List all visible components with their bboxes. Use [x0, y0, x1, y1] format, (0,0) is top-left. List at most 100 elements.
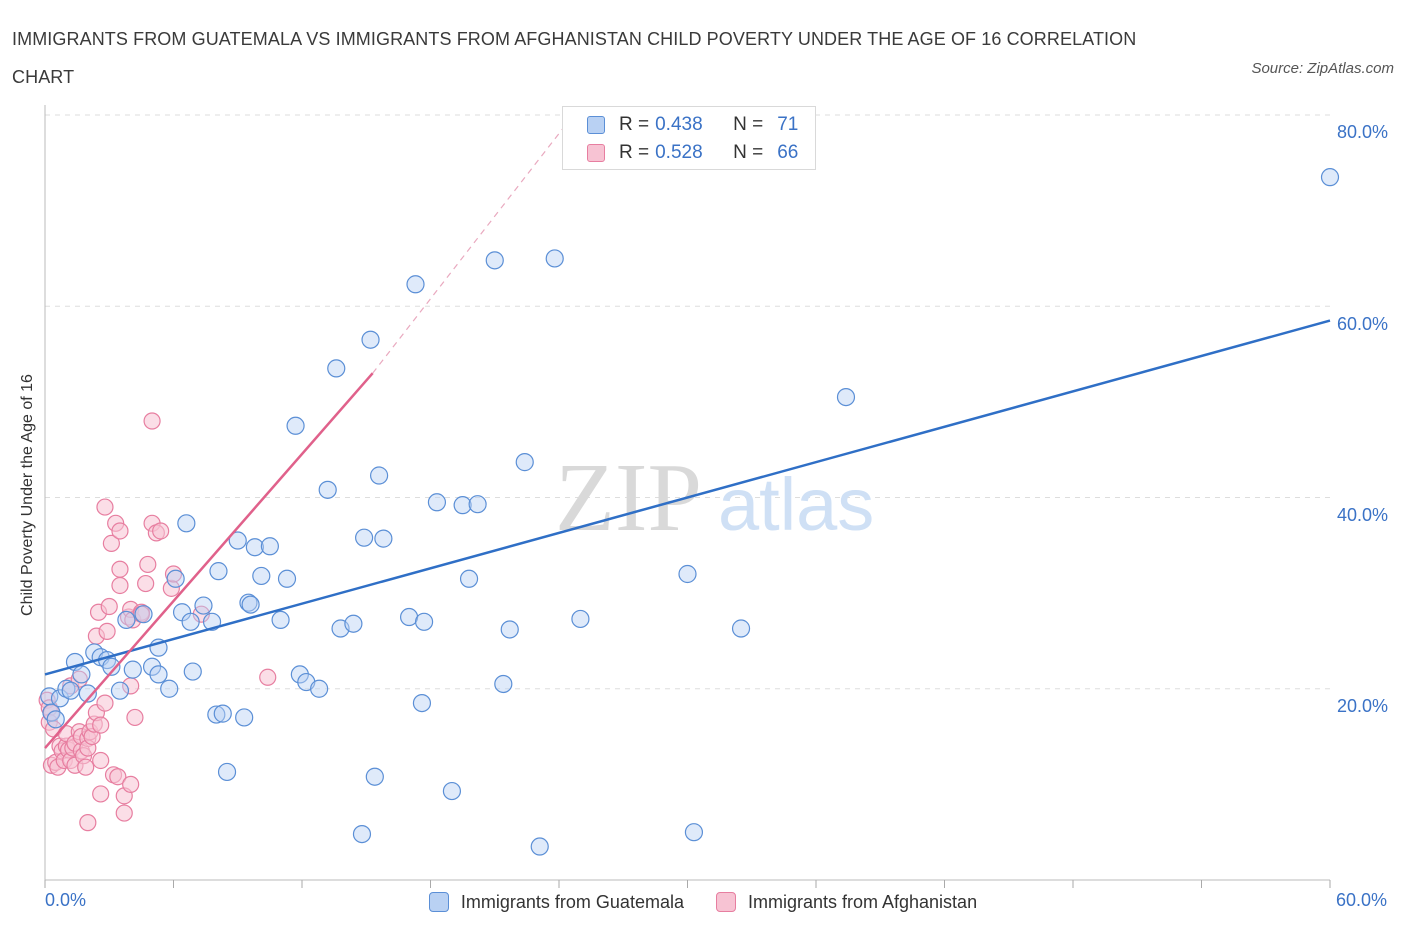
r-label: R =: [619, 142, 650, 163]
guatemala-point: [427, 493, 447, 512]
afghanistan-point: [98, 622, 116, 640]
stats-row-afghanistan: R = 0.528 N = 66: [587, 139, 798, 167]
x-tick-label-min: 0.0%: [45, 890, 87, 910]
guatemala-point: [355, 528, 374, 547]
guatemala-point: [370, 466, 389, 485]
afghanistan-trend-line: [44, 372, 374, 749]
trend-lines: [44, 119, 1331, 749]
guatemala-point: [318, 480, 337, 499]
guatemala-point: [207, 705, 226, 724]
guatemala-point: [836, 387, 856, 407]
guatemala-point: [209, 562, 228, 581]
afghanistan-point: [115, 804, 133, 822]
guatemala-point: [286, 416, 305, 435]
series-legend: Immigrants from Guatemala Immigrants fro…: [0, 888, 1406, 916]
guatemala-point: [245, 538, 264, 557]
guatemala-point: [412, 693, 432, 713]
guatemala-point: [571, 609, 590, 629]
guatemala-point: [530, 837, 549, 856]
afghanistan-point: [109, 768, 127, 786]
r-value: 0.438: [655, 114, 703, 135]
afghanistan-point: [96, 498, 114, 516]
guatemala-point: [271, 610, 290, 630]
guatemala-point: [194, 596, 213, 615]
guatemala-point: [515, 453, 534, 472]
guatemala-point: [453, 496, 472, 515]
guatemala-point: [217, 762, 237, 782]
afghanistan-trend-extension: [372, 119, 571, 374]
guatemala-point: [260, 537, 279, 556]
afghanistan-point: [111, 576, 129, 595]
guatemala-point: [485, 251, 504, 270]
guatemala-point: [134, 605, 153, 624]
afghanistan-point: [77, 758, 95, 776]
afghanistan-point: [111, 522, 129, 540]
afghanistan-point: [100, 597, 118, 616]
n-value: 66: [777, 142, 799, 163]
guatemala-point: [160, 679, 179, 698]
guatemala-point: [117, 610, 136, 630]
x-tick-label-max: 60.0%: [1336, 890, 1388, 910]
guatemala-point: [365, 767, 384, 786]
guatemala-swatch-icon: [587, 116, 605, 134]
y-tick-label-80: 80.0%: [1337, 122, 1389, 142]
guatemala-point: [277, 569, 297, 588]
afghanistan-point: [96, 694, 114, 712]
guatemala-point: [678, 564, 697, 584]
guatemala-point: [183, 662, 202, 681]
guatemala-point: [181, 612, 200, 631]
guatemala-point: [72, 665, 91, 684]
n-value: 71: [777, 114, 799, 135]
afghanistan-point: [102, 534, 120, 553]
guatemala-point: [344, 614, 363, 633]
guatemala-point: [545, 249, 564, 268]
guatemala-point: [228, 531, 247, 550]
guatemala-point: [374, 529, 393, 548]
guatemala-point: [213, 704, 232, 723]
r-label: R =: [619, 114, 650, 135]
gridlines: [45, 114, 1330, 690]
afghanistan-point: [143, 412, 161, 430]
guatemala-point: [468, 495, 487, 514]
guatemala-trend-line: [44, 319, 1331, 676]
guatemala-point: [406, 275, 425, 294]
guatemala-point: [102, 657, 121, 676]
guatemala-point: [731, 619, 751, 638]
guatemala-point: [361, 330, 380, 349]
guatemala-point: [123, 660, 142, 679]
guatemala-point: [241, 595, 260, 614]
afghanistan-point: [259, 668, 277, 686]
guatemala-point: [78, 684, 97, 703]
guatemala-point: [414, 612, 434, 631]
axes: [44, 105, 1331, 888]
guatemala-point: [310, 679, 329, 698]
legend-item-afghanistan[interactable]: Immigrants from Afghanistan: [715, 892, 977, 913]
stats-row-guatemala: R = 0.438 N = 71: [587, 111, 798, 139]
legend-item-guatemala[interactable]: Immigrants from Guatemala: [428, 891, 684, 913]
afghanistan-point: [122, 775, 140, 793]
guatemala-point: [235, 708, 254, 727]
stats-legend: R = 0.438 N = 71 R = 0.528 N = 66: [562, 106, 816, 170]
source-label: Source: ZipAtlas.com: [1251, 60, 1394, 77]
guatemala-point: [1320, 168, 1340, 187]
guatemala-point: [684, 823, 704, 842]
guatemala-point: [399, 607, 419, 627]
afghanistan-swatch-icon: [587, 144, 605, 162]
guatemala-point: [110, 681, 130, 700]
guatemala-point: [149, 665, 168, 684]
afghanistan-point: [111, 560, 129, 578]
afghanistan-point: [139, 555, 157, 574]
guatemala-point: [442, 781, 462, 801]
y-tick-label-20: 20.0%: [1337, 696, 1389, 716]
afghanistan-point: [137, 574, 155, 593]
guatemala-point: [494, 674, 513, 694]
guatemala-swatch-icon: [428, 892, 449, 912]
guatemala-point: [327, 359, 346, 378]
legend-label: Immigrants from Guatemala: [460, 891, 684, 912]
y-tick-label-40: 40.0%: [1337, 505, 1389, 525]
guatemala-point: [177, 514, 196, 533]
guatemala-point: [459, 569, 479, 588]
afghanistan-point: [92, 751, 110, 770]
guatemala-point: [46, 710, 65, 729]
